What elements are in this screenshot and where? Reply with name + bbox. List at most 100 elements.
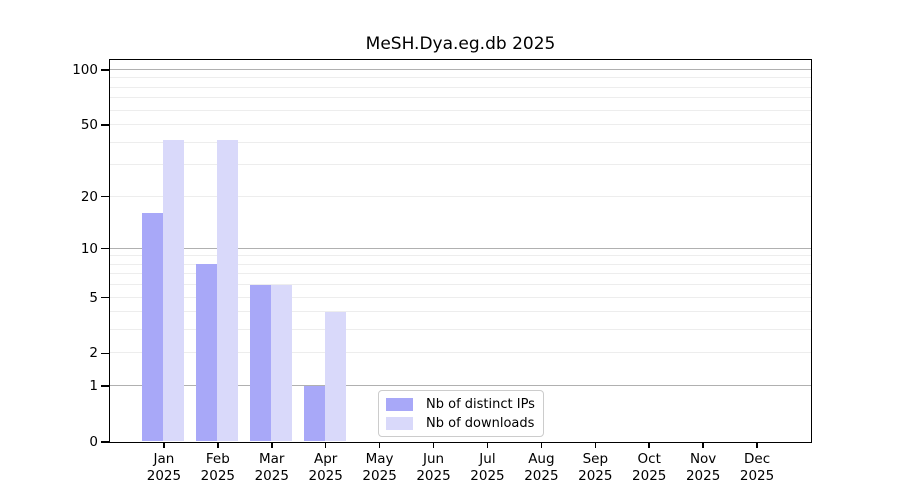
gridline-major-100 (109, 69, 811, 70)
y-tick-label-1: 1 (89, 378, 98, 395)
legend: Nb of distinct IPs Nb of downloads (378, 390, 544, 437)
y-tick-2 (101, 352, 109, 355)
bar-nb-of-downloads-Apr (325, 311, 347, 442)
gridline-major-1 (109, 385, 811, 387)
legend-item-downloads: Nb of downloads (386, 415, 535, 431)
y-tick-label-20: 20 (80, 188, 98, 205)
x-tick-label-mar: Mar 2025 (240, 451, 304, 485)
x-tick-label-feb: Feb 2025 (186, 451, 250, 485)
x-tick-label-may: May 2025 (348, 451, 412, 485)
bar-nb-of-distinct-ips-Mar (250, 284, 272, 442)
x-tick-year: 2025 (254, 468, 289, 484)
y-tick-label-10: 10 (80, 240, 98, 257)
x-tick-year: 2025 (739, 468, 775, 484)
bar-nb-of-downloads-Feb (217, 140, 239, 442)
bar-nb-of-downloads-Mar (271, 284, 293, 442)
gridline-minor-50 (109, 124, 811, 126)
gridline-major-10 (109, 247, 811, 249)
y-tick-50 (101, 124, 109, 126)
bar-nb-of-distinct-ips-Feb (196, 264, 218, 442)
x-tick-label-oct: Oct 2025 (617, 451, 681, 485)
x-tick-aug (540, 442, 543, 448)
x-tick-month: May (365, 451, 394, 467)
gridline-minor-9 (109, 255, 811, 257)
x-tick-year: 2025 (632, 468, 667, 484)
y-tick-10 (101, 247, 109, 250)
y-tick-100 (101, 69, 109, 71)
x-tick-nov (702, 442, 704, 448)
x-tick-year: 2025 (524, 468, 559, 484)
y-tick-label-5: 5 (89, 289, 98, 306)
x-tick-label-apr: Apr 2025 (294, 451, 358, 485)
x-tick-year: 2025 (416, 468, 451, 484)
bar-nb-of-distinct-ips-Jan (142, 213, 164, 442)
x-tick-month: Jan (153, 451, 175, 467)
bar-nb-of-distinct-ips-Apr (304, 385, 326, 442)
x-tick-may (378, 442, 381, 448)
x-tick-label-aug: Aug 2025 (509, 451, 573, 485)
x-tick-month: Jul (479, 451, 496, 467)
x-tick-month: Nov (689, 451, 717, 467)
x-tick-label-jun: Jun 2025 (402, 451, 466, 485)
x-tick-label-dec: Dec 2025 (725, 451, 789, 485)
chart-title: MeSH.Dya.eg.db 2025 (365, 34, 556, 54)
gridline-minor-3 (109, 329, 811, 331)
x-tick-month: Feb (205, 451, 230, 467)
gridline-minor-80 (109, 86, 811, 88)
y-tick-1 (101, 385, 109, 387)
x-tick-month: Jun (422, 451, 445, 467)
x-tick-jun (432, 442, 435, 448)
gridline-minor-4 (109, 311, 811, 313)
gridline-minor-70 (109, 97, 811, 99)
x-tick-mar (271, 442, 273, 448)
gridline-minor-8 (109, 263, 811, 265)
gridline-minor-6 (109, 284, 811, 286)
x-tick-label-nov: Nov 2025 (671, 451, 735, 485)
x-tick-month: Dec (744, 451, 771, 467)
y-tick-label-0: 0 (89, 434, 98, 450)
y-tick-20 (101, 195, 109, 198)
x-tick-year: 2025 (362, 468, 397, 484)
legend-label-downloads: Nb of downloads (426, 415, 535, 431)
bar-nb-of-downloads-Jan (163, 140, 185, 442)
x-tick-jul (486, 442, 489, 448)
gridline-minor-7 (109, 273, 811, 275)
gridline-minor-40 (109, 141, 811, 143)
y-tick-label-50: 50 (80, 117, 98, 134)
gridline-minor-2 (109, 352, 811, 354)
legend-item-distinct-ips: Nb of distinct IPs (386, 397, 535, 412)
x-tick-year: 2025 (200, 468, 236, 484)
x-tick-month: Apr (314, 451, 338, 467)
x-tick-month: Oct (637, 451, 661, 467)
gridline-minor-90 (109, 77, 811, 79)
x-tick-label-jul: Jul 2025 (455, 451, 519, 485)
x-tick-feb (217, 442, 219, 448)
x-tick-sep (594, 442, 597, 448)
y-tick-label-2: 2 (89, 345, 98, 362)
gridline-minor-60 (109, 109, 811, 111)
y-tick-5 (101, 296, 109, 299)
gridline-minor-5 (109, 296, 811, 298)
x-tick-month: Aug (528, 451, 555, 467)
legend-swatch-distinct-ips (386, 397, 413, 411)
x-tick-year: 2025 (578, 468, 613, 484)
x-tick-apr (324, 442, 327, 448)
x-tick-year: 2025 (308, 468, 343, 484)
x-tick-oct (648, 442, 650, 448)
x-tick-year: 2025 (685, 468, 721, 484)
plot-area (108, 58, 812, 443)
x-tick-jan (163, 442, 165, 448)
x-tick-dec (756, 442, 758, 448)
legend-swatch-downloads (386, 416, 413, 430)
x-tick-year: 2025 (470, 468, 505, 484)
y-tick-0 (101, 441, 109, 443)
x-tick-label-jan: Jan 2025 (132, 451, 196, 485)
gridline-minor-20 (109, 195, 811, 197)
gridline-minor-30 (109, 164, 811, 166)
x-tick-month: Mar (259, 451, 285, 467)
x-tick-year: 2025 (146, 468, 182, 484)
x-tick-month: Sep (582, 451, 609, 467)
y-tick-label-100: 100 (72, 62, 98, 78)
x-tick-label-sep: Sep 2025 (563, 451, 627, 485)
